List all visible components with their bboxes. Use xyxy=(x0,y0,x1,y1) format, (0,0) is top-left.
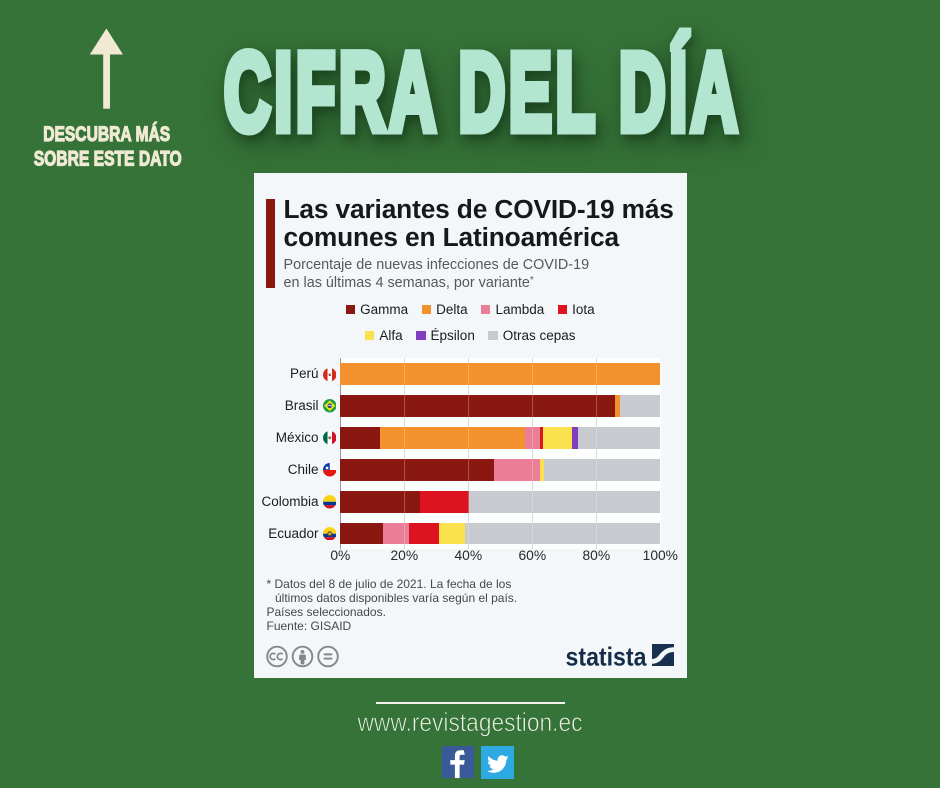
svg-text:statista: statista xyxy=(565,643,646,672)
svg-text:SOBRE ESTE DATO: SOBRE ESTE DATO xyxy=(34,148,182,171)
svg-text:CIFRA DEL DÍA: CIFRA DEL DÍA xyxy=(224,31,741,150)
svg-text:DESCUBRA MÁS: DESCUBRA MÁS xyxy=(43,123,170,146)
svg-text:www.revistagestion.ec: www.revistagestion.ec xyxy=(357,707,583,737)
